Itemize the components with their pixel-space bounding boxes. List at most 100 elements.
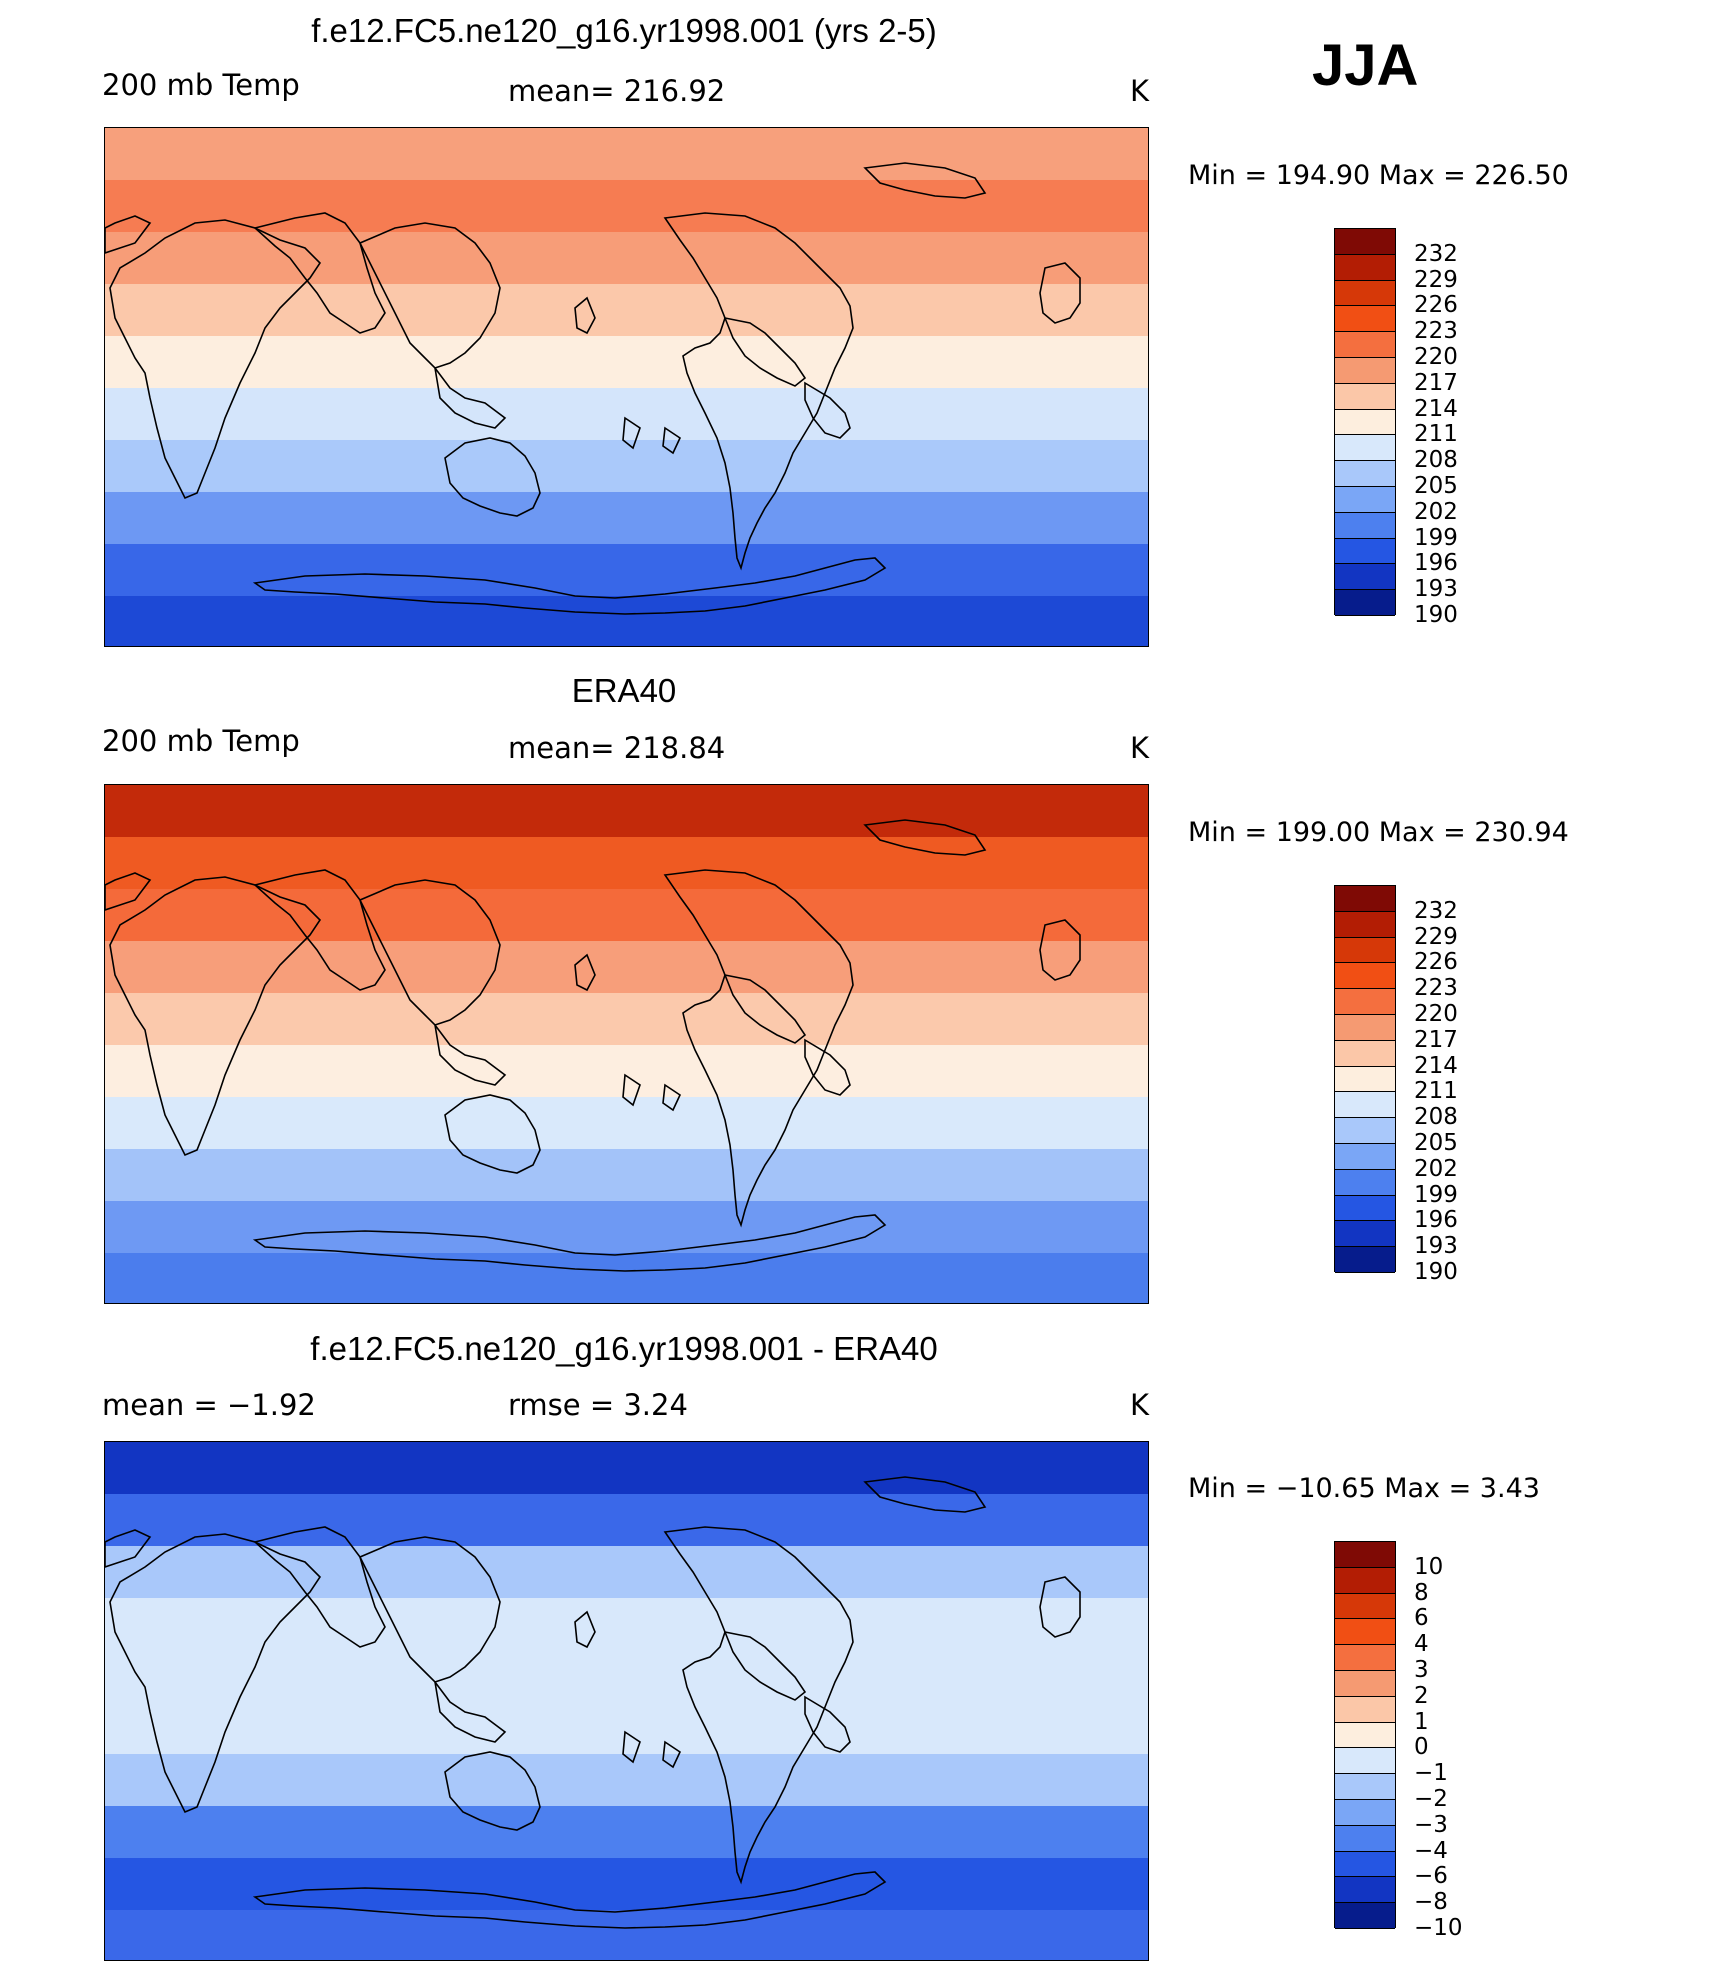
colorbar-cell bbox=[1335, 1722, 1395, 1749]
coastline bbox=[105, 215, 152, 254]
colorbar-swatches bbox=[1334, 885, 1396, 1273]
coastline bbox=[622, 1073, 641, 1107]
colorbar-tick-label: 223 bbox=[1414, 975, 1458, 1002]
colorbar-cell bbox=[1335, 1221, 1395, 1248]
colorbar-tick-label: 199 bbox=[1414, 524, 1458, 551]
field-band bbox=[105, 941, 1148, 994]
coastline bbox=[444, 1094, 541, 1174]
colorbar-cell bbox=[1335, 254, 1395, 281]
coastline bbox=[662, 1083, 682, 1112]
colorbar-cell bbox=[1335, 1903, 1395, 1929]
colorbar-cell bbox=[1335, 1169, 1395, 1196]
colorbar-tick-label: 196 bbox=[1414, 1207, 1458, 1234]
coastline bbox=[863, 1476, 987, 1513]
colorbar-cell bbox=[1335, 1040, 1395, 1067]
coastline bbox=[723, 1630, 807, 1701]
colorbar-cell bbox=[1335, 512, 1395, 539]
coastline bbox=[804, 381, 851, 439]
field-band bbox=[105, 993, 1148, 1046]
coastline bbox=[358, 222, 501, 369]
season-label: JJA bbox=[1312, 33, 1419, 98]
colorbar-cell bbox=[1335, 1774, 1395, 1800]
colorbar-cell bbox=[1335, 1567, 1395, 1594]
colorbar-tick-label: 199 bbox=[1414, 1181, 1458, 1208]
colorbar-cell bbox=[1335, 487, 1395, 513]
colorbar-cell bbox=[1335, 1247, 1395, 1273]
colorbar-tick-label: 205 bbox=[1414, 473, 1458, 499]
colorbar-cell bbox=[1335, 1066, 1395, 1093]
colorbar-tick-label: 214 bbox=[1414, 1052, 1458, 1079]
colorbar-tick-label: 211 bbox=[1414, 1078, 1458, 1105]
field-band bbox=[105, 336, 1148, 389]
field-band bbox=[105, 544, 1148, 597]
colorbar-cell bbox=[1335, 590, 1395, 616]
map-field bbox=[105, 1442, 1148, 1960]
coastline bbox=[444, 1751, 541, 1831]
colorbar-cell bbox=[1335, 1696, 1395, 1723]
coastline bbox=[663, 212, 854, 571]
colorbar-tick-label: 202 bbox=[1414, 498, 1458, 525]
field-band bbox=[105, 1442, 1148, 1495]
colorbar-cell bbox=[1335, 989, 1395, 1015]
field-label-model: 200 mb Temp bbox=[102, 68, 300, 102]
colorbar-tick-label: 0 bbox=[1414, 1734, 1429, 1761]
coastline bbox=[1039, 1576, 1081, 1638]
panel-title-model: f.e12.FC5.ne120_g16.yr1998.001 (yrs 2-5) bbox=[311, 12, 937, 49]
panel-title-diff: f.e12.FC5.ne120_g16.yr1998.001 - ERA40 bbox=[310, 1330, 938, 1367]
colorbar-cell bbox=[1335, 280, 1395, 307]
units-label-model: K bbox=[1130, 74, 1150, 108]
field-band bbox=[105, 1910, 1148, 1960]
colorbar-tick-label: 190 bbox=[1414, 602, 1458, 628]
colorbar-tick-label: 1 bbox=[1414, 1708, 1429, 1735]
colorbar-cell bbox=[1335, 409, 1395, 436]
colorbar-tick-label: 3 bbox=[1414, 1657, 1429, 1683]
colorbar-swatches bbox=[1334, 1541, 1396, 1929]
colorbar-tick-label: 220 bbox=[1414, 344, 1458, 370]
field-band bbox=[105, 388, 1148, 441]
field-band bbox=[105, 596, 1148, 646]
colorbar-cell bbox=[1335, 1195, 1395, 1222]
colorbar-cell bbox=[1335, 911, 1395, 938]
colorbar-tick-label: 8 bbox=[1414, 1579, 1429, 1606]
colorbar-tick-label: 232 bbox=[1414, 897, 1458, 924]
map-field bbox=[105, 785, 1148, 1303]
colorbar-tick-label: 10 bbox=[1414, 1553, 1444, 1580]
colorbar-tick-label: 193 bbox=[1414, 1233, 1458, 1260]
colorbar-cell bbox=[1335, 937, 1395, 964]
mean-label-obs: mean= 218.84 bbox=[508, 731, 726, 765]
coastline bbox=[663, 1526, 854, 1885]
rmse-label: rmse = 3.24 bbox=[508, 1388, 688, 1422]
colorbar-swatches bbox=[1334, 228, 1396, 616]
map-field bbox=[105, 128, 1148, 646]
coastline bbox=[574, 296, 596, 335]
coastline bbox=[574, 953, 596, 992]
coastline bbox=[358, 879, 501, 1026]
map-obs bbox=[104, 784, 1149, 1304]
coastline bbox=[723, 316, 807, 387]
coastline bbox=[663, 869, 854, 1228]
colorbar-tick-label: 229 bbox=[1414, 266, 1458, 293]
panel-title-obs: ERA40 bbox=[571, 672, 677, 709]
units-label-diff: K bbox=[1130, 1388, 1150, 1422]
colorbar-tick-label: −8 bbox=[1414, 1889, 1448, 1916]
colorbar-tick-label: 226 bbox=[1414, 292, 1458, 319]
colorbar-cell bbox=[1335, 564, 1395, 591]
colorbar-cell bbox=[1335, 1645, 1395, 1671]
colorbar-tick-label: 232 bbox=[1414, 240, 1458, 267]
colorbar-cell bbox=[1335, 1800, 1395, 1826]
coastline bbox=[434, 367, 507, 429]
colorbar-tick-label: 208 bbox=[1414, 1104, 1458, 1131]
coastline bbox=[252, 1871, 887, 1929]
colorbar-cell bbox=[1335, 1825, 1395, 1852]
mean-label-model: mean= 216.92 bbox=[508, 74, 726, 108]
field-band bbox=[105, 440, 1148, 493]
coastlines bbox=[105, 1476, 1081, 1929]
field-band bbox=[105, 1201, 1148, 1254]
colorbar-tick-label: −2 bbox=[1414, 1786, 1448, 1812]
coastline bbox=[109, 876, 322, 1157]
colorbar-cell bbox=[1335, 1748, 1395, 1775]
colorbar-tick-label: 223 bbox=[1414, 318, 1458, 345]
colorbar-tick-label: −3 bbox=[1414, 1811, 1448, 1838]
colorbar-tick-label: 196 bbox=[1414, 550, 1458, 577]
coastline bbox=[253, 212, 386, 334]
